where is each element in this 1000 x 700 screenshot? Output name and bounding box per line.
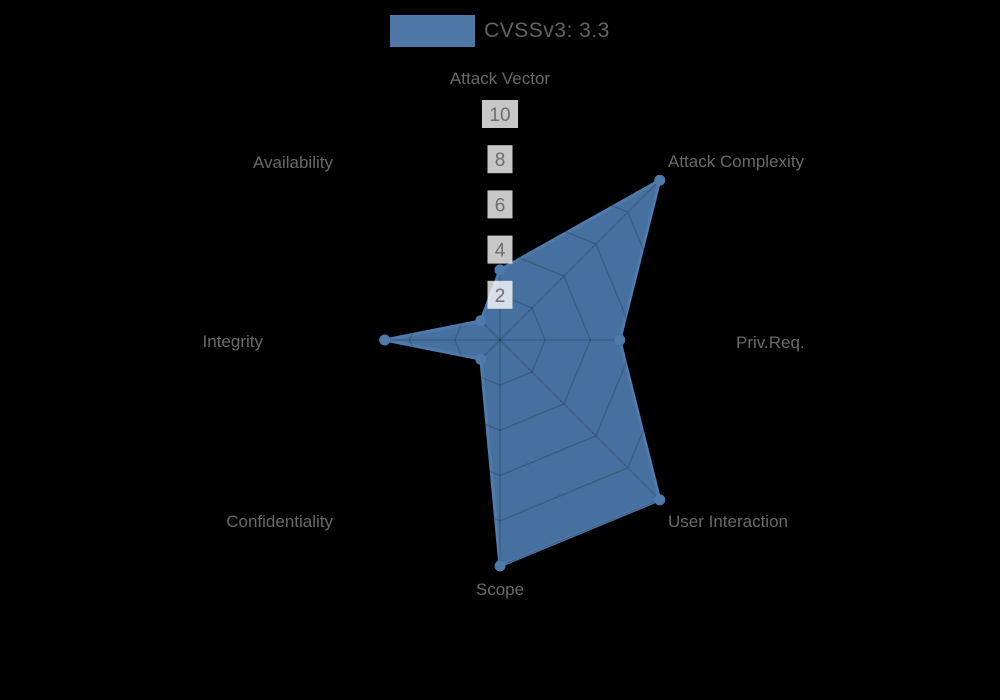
axis-label-integrity: Integrity [203, 332, 264, 351]
axis-label-attack-vector: Attack Vector [450, 69, 550, 88]
axis-label-scope: Scope [476, 580, 524, 599]
legend-swatch [390, 15, 476, 47]
axis-label-confidentiality: Confidentiality [226, 512, 333, 531]
data-point [475, 315, 487, 327]
tick-backdrop [487, 190, 513, 219]
data-point [654, 494, 666, 506]
grid-ring [363, 203, 637, 477]
tick-label: 6 [495, 195, 506, 216]
legend-label: CVSSv3: 3.3 [484, 19, 610, 42]
tick-label: 8 [495, 150, 506, 171]
grid-ring [408, 248, 592, 432]
axis-label-user-interaction: User Interaction [668, 512, 788, 531]
data-point [475, 353, 487, 365]
legend[interactable]: CVSSv3: 3.3 [0, 15, 1000, 47]
axis-label-priv-req-: Priv.Req. [736, 333, 805, 352]
data-point [654, 174, 666, 186]
axis-label-attack-complexity: Attack Complexity [668, 152, 805, 171]
data-point [614, 334, 626, 346]
tick-label: 10 [489, 105, 510, 126]
tick-backdrop [482, 100, 518, 128]
data-point [494, 560, 506, 572]
tick-backdrop [487, 145, 513, 174]
grid-angle-line [499, 179, 661, 341]
grid-angle-line [339, 339, 501, 501]
data-point [379, 334, 391, 346]
grid-ring [453, 293, 547, 387]
tick-backdrop [487, 235, 513, 264]
tick-backdrop [487, 280, 513, 309]
grid-angle-line [339, 179, 501, 341]
axis-label-availability: Availability [253, 153, 334, 172]
grid-angle-line [499, 339, 661, 501]
tick-label: 4 [495, 241, 506, 262]
tick-label: 2 [495, 286, 506, 307]
data-point [494, 264, 506, 276]
grid-ring [318, 158, 682, 522]
series-polygon [383, 178, 662, 568]
